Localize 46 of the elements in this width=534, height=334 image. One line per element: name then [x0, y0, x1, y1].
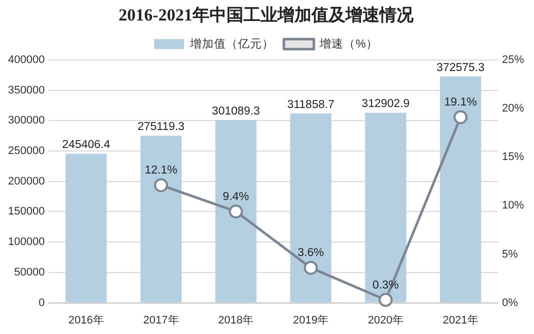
bar — [140, 136, 182, 302]
bar — [365, 112, 406, 302]
y2-tick-label: 25% — [502, 54, 524, 66]
point — [154, 178, 168, 192]
y-tick-label: 250000 — [8, 145, 45, 158]
data-label: 12.1% — [144, 164, 178, 177]
x-tick-label: 2016年 — [68, 314, 104, 326]
y2-tick-label: 0% — [502, 296, 518, 309]
chart-title: 2016-2021年中国工业增加值及增速情况 — [118, 6, 414, 25]
bar — [66, 154, 107, 302]
data-label: 275119.3 — [137, 121, 185, 134]
x-tick-label: 2018年 — [218, 314, 254, 326]
y-tick-label: 50000 — [14, 266, 45, 278]
data-label: 301089.3 — [212, 105, 260, 118]
point — [228, 204, 243, 218]
legend-label: 增速（%） — [318, 37, 378, 50]
data-label: 311858.7 — [287, 98, 334, 111]
x-tick-label: 2021年 — [442, 314, 478, 326]
point — [378, 292, 393, 307]
bar — [440, 76, 482, 302]
bar — [290, 113, 332, 302]
point — [304, 260, 318, 275]
y-tick-label: 100000 — [8, 236, 45, 248]
data-label: 3.6% — [298, 247, 324, 260]
data-label: 312902.9 — [362, 98, 410, 110]
y2-tick-label: 10% — [502, 200, 524, 212]
y-tick-label: 200000 — [8, 175, 45, 188]
data-label: 372575.3 — [436, 62, 485, 74]
y-tick-label: 0 — [38, 296, 45, 309]
data-label: 19.1% — [444, 96, 477, 109]
x-tick-label: 2019年 — [293, 314, 329, 326]
data-label: 0.3% — [372, 279, 399, 292]
data-label: 9.4% — [222, 190, 250, 203]
y-tick-label: 350000 — [8, 84, 45, 96]
y-tick-label: 300000 — [8, 114, 45, 127]
y2-tick-label: 5% — [502, 248, 518, 260]
data-label: 245406.4 — [62, 139, 111, 152]
y2-tick-label: 15% — [502, 151, 524, 164]
point — [454, 110, 468, 124]
legend-label: 增加值（亿元） — [188, 37, 274, 50]
y2-tick-label: 20% — [502, 102, 524, 115]
bar — [215, 120, 256, 302]
y-tick-label: 400000 — [8, 54, 45, 66]
y-tick-label: 150000 — [8, 206, 45, 218]
x-tick-label: 2020年 — [368, 314, 404, 326]
x-tick-label: 2017年 — [143, 314, 179, 326]
